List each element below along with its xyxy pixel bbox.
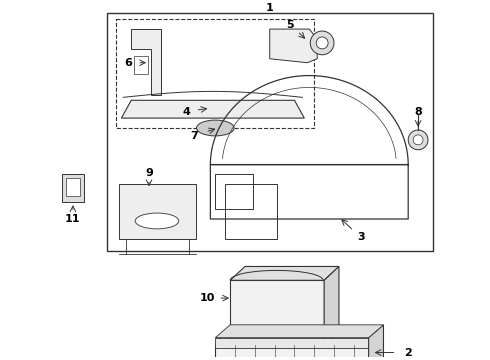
Circle shape	[310, 31, 334, 55]
Circle shape	[408, 130, 428, 150]
Polygon shape	[230, 266, 339, 280]
Text: 9: 9	[145, 167, 153, 177]
Text: 7: 7	[191, 131, 198, 141]
Polygon shape	[368, 325, 384, 360]
Bar	[134, 56, 148, 73]
Text: 8: 8	[414, 107, 422, 117]
Circle shape	[316, 37, 328, 49]
Text: 6: 6	[124, 58, 132, 68]
Circle shape	[413, 135, 423, 145]
Bar	[62, 175, 84, 202]
Text: 2: 2	[404, 347, 412, 357]
Bar	[117, 19, 314, 128]
Bar	[225, 184, 277, 239]
Text: 10: 10	[200, 293, 215, 303]
Ellipse shape	[135, 213, 179, 229]
Text: 4: 4	[183, 107, 191, 117]
Bar	[215, 175, 253, 209]
Polygon shape	[270, 29, 317, 63]
Ellipse shape	[196, 120, 234, 136]
Bar	[106, 13, 433, 251]
Text: 1: 1	[266, 3, 273, 13]
Text: 5: 5	[286, 20, 294, 30]
Polygon shape	[324, 266, 339, 345]
Bar	[215, 345, 368, 360]
Bar	[230, 280, 324, 345]
Bar	[66, 179, 80, 196]
Bar	[215, 338, 368, 347]
Polygon shape	[122, 100, 304, 118]
Text: 11: 11	[65, 214, 81, 224]
Polygon shape	[215, 325, 384, 338]
Polygon shape	[131, 29, 161, 95]
Text: 3: 3	[357, 232, 365, 242]
Polygon shape	[120, 184, 196, 239]
